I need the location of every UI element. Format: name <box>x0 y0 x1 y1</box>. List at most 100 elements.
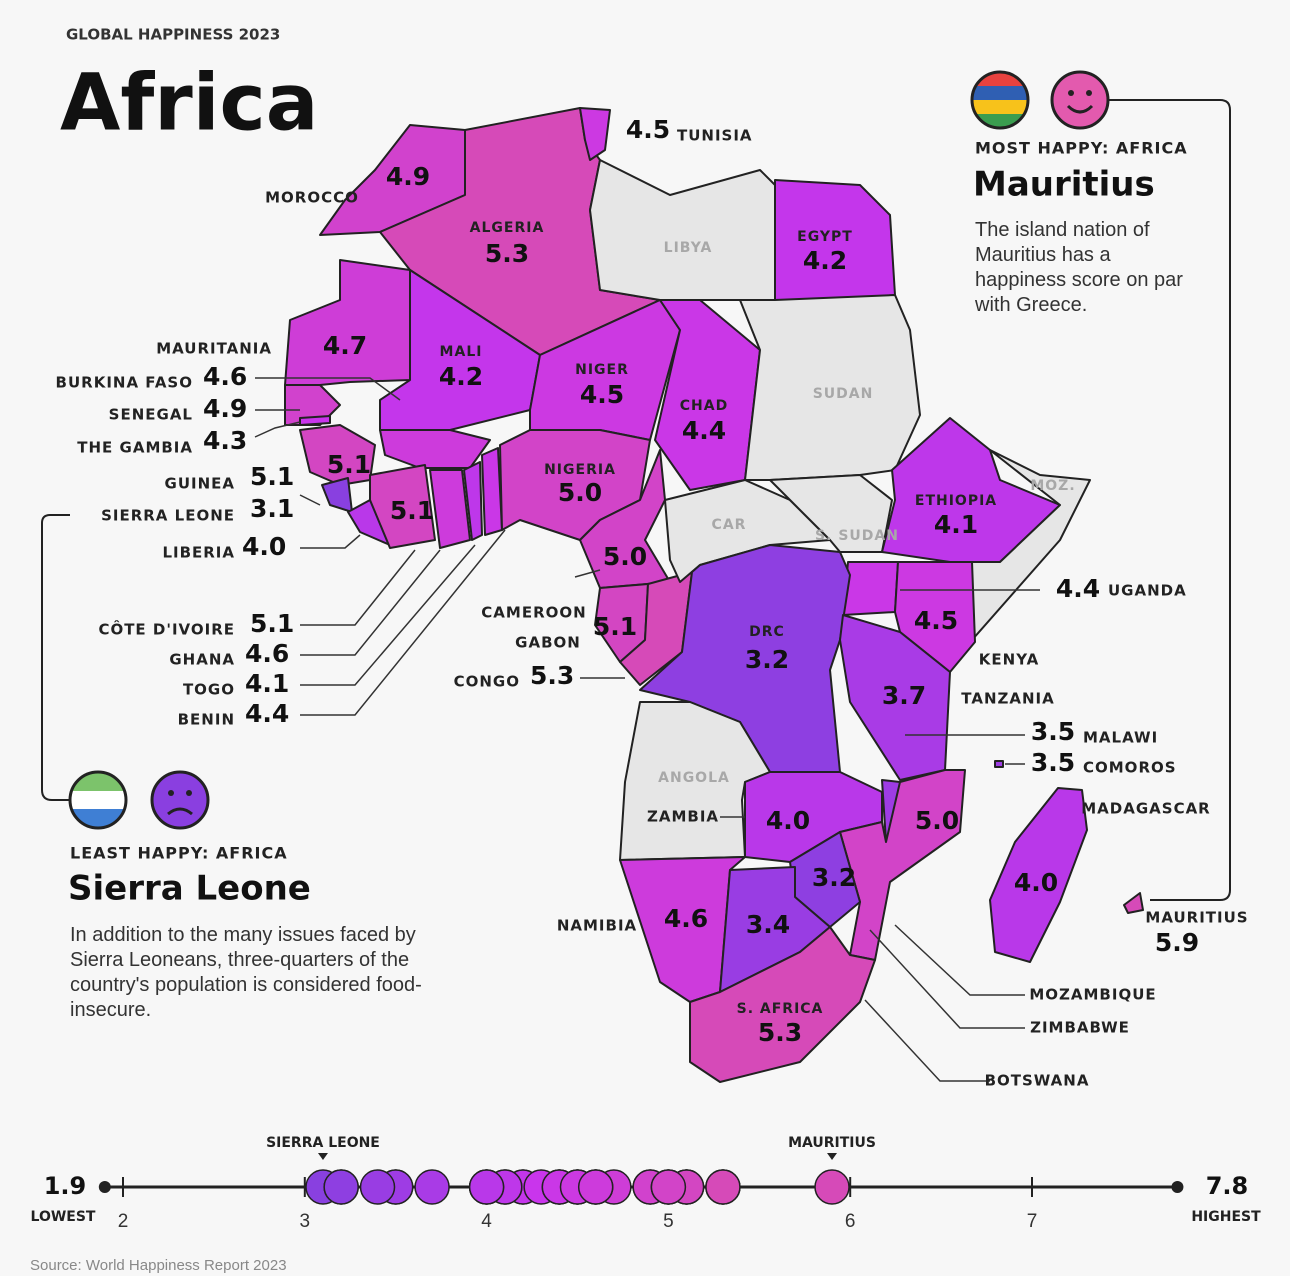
scale-marker <box>359 1169 396 1205</box>
country-name: S. AFRICA <box>737 1001 824 1017</box>
country-shape <box>689 926 876 1083</box>
country-name: KENYA <box>979 651 1039 669</box>
country-shape <box>654 299 761 491</box>
leader-line <box>300 549 441 656</box>
country-shape <box>321 477 353 513</box>
connector <box>41 514 70 801</box>
score-label: 4.5 <box>914 606 958 635</box>
scale-marker-label: MAURITIUS <box>788 1135 876 1151</box>
country-shape <box>619 701 771 861</box>
score-label: 4.4 <box>245 699 289 728</box>
score-label: 4.5 <box>580 380 624 409</box>
labels: MOROCCO 4.9 ALGERIA 5.3 TUNISIA 4.5 LIBYA EGYPT… <box>56 115 1248 1090</box>
country-name: CAR <box>712 517 747 533</box>
country-shapes <box>284 107 1144 1083</box>
scale-lowest: LOWEST <box>31 1209 96 1225</box>
country-name: COMOROS <box>1083 759 1177 777</box>
score-label: 5.3 <box>485 239 529 268</box>
supertitle: GLOBAL HAPPINESS 2023 <box>66 26 280 44</box>
country-name: NIGERIA <box>544 462 616 478</box>
score-label: 5.1 <box>250 609 294 638</box>
leader-line <box>254 421 301 438</box>
box-country: Mauritius <box>973 165 1155 205</box>
country-shape <box>463 461 483 541</box>
country-name: MALI <box>440 344 483 360</box>
scale-highest: HIGHEST <box>1191 1209 1261 1225</box>
country-name: ANGOLA <box>658 770 730 786</box>
score-label: 3.2 <box>745 645 789 674</box>
scale-marker <box>705 1169 741 1205</box>
scale-end-label: 7.8 <box>1206 1172 1249 1200</box>
scale-tick-label: 6 <box>845 1211 856 1232</box>
scale-tick-label: 2 <box>118 1211 129 1232</box>
country-name: UGANDA <box>1108 582 1187 600</box>
country-name: ZIMBABWE <box>1030 1019 1130 1037</box>
country-name: MOROCCO <box>265 189 359 207</box>
country-shape <box>994 760 1004 768</box>
score-label: 5.1 <box>327 450 371 479</box>
leader-line <box>300 549 416 626</box>
score-label: 3.5 <box>1031 717 1075 746</box>
connector <box>1085 99 1231 901</box>
country-shape <box>379 429 491 469</box>
score-label: 5.3 <box>530 661 574 690</box>
country-name: GHANA <box>169 651 235 669</box>
scale-end-label: 1.9 <box>44 1172 87 1200</box>
score-label: 4.2 <box>439 362 483 391</box>
score-label: 5.0 <box>603 542 647 571</box>
score-label: 4.6 <box>664 904 708 933</box>
score-label: 4.4 <box>682 416 726 445</box>
country-name: GABON <box>515 634 581 652</box>
country-name: NAMIBIA <box>557 917 637 935</box>
marker-arrow <box>317 1153 328 1160</box>
score-label: 5.0 <box>558 478 602 507</box>
country-shape <box>639 544 851 773</box>
score-label: 5.1 <box>593 612 637 641</box>
scale-marker <box>323 1169 359 1205</box>
leader-line <box>255 377 401 401</box>
score-label: 3.7 <box>882 681 926 710</box>
flag-icon <box>68 770 128 830</box>
score-label: 4.9 <box>203 394 247 423</box>
country-name: SENEGAL <box>109 406 193 424</box>
country-name: MALAWI <box>1083 729 1158 747</box>
scale-end <box>1171 1181 1184 1193</box>
country-shape <box>1123 892 1144 914</box>
country-name: BOTSWANA <box>985 1072 1090 1090</box>
score-label: 3.5 <box>1031 748 1075 777</box>
marker-arrow <box>827 1153 838 1160</box>
happy-face <box>1050 70 1110 130</box>
country-shape <box>369 464 436 549</box>
scale-marker <box>577 1169 614 1205</box>
score-label: 5.0 <box>915 806 959 835</box>
flag-icon <box>970 70 1030 130</box>
scale-end <box>98 1181 111 1193</box>
country-shape <box>989 787 1088 963</box>
country-shape <box>769 474 893 553</box>
country-shape <box>429 469 471 549</box>
box-heading: MOST HAPPY: AFRICA <box>975 139 1188 158</box>
score-label: 4.0 <box>766 806 810 835</box>
score-label: 3.4 <box>746 910 790 939</box>
box-text: In addition to the many issues faced by … <box>70 924 422 1021</box>
score-label: 5.1 <box>250 462 294 491</box>
box-country: Sierra Leone <box>68 869 311 909</box>
scale-marker <box>814 1169 850 1205</box>
leader-line <box>300 544 476 686</box>
scale-marker <box>468 1169 505 1205</box>
score-label: 4.4 <box>1056 574 1100 603</box>
scale-tick-label: 4 <box>481 1211 492 1232</box>
score-label: 5.1 <box>390 496 434 525</box>
country-name: SUDAN <box>813 386 874 402</box>
score-label: 4.7 <box>323 331 367 360</box>
country-name: S. SUDAN <box>815 528 899 544</box>
score-label: 4.5 <box>626 115 670 144</box>
score-label: 4.1 <box>934 510 978 539</box>
country-name: SIERRA LEONE <box>101 507 235 525</box>
scale-marker <box>414 1169 450 1205</box>
country-name: BENIN <box>178 711 235 729</box>
score-label: 5.3 <box>758 1018 802 1047</box>
leader-line <box>300 534 361 549</box>
